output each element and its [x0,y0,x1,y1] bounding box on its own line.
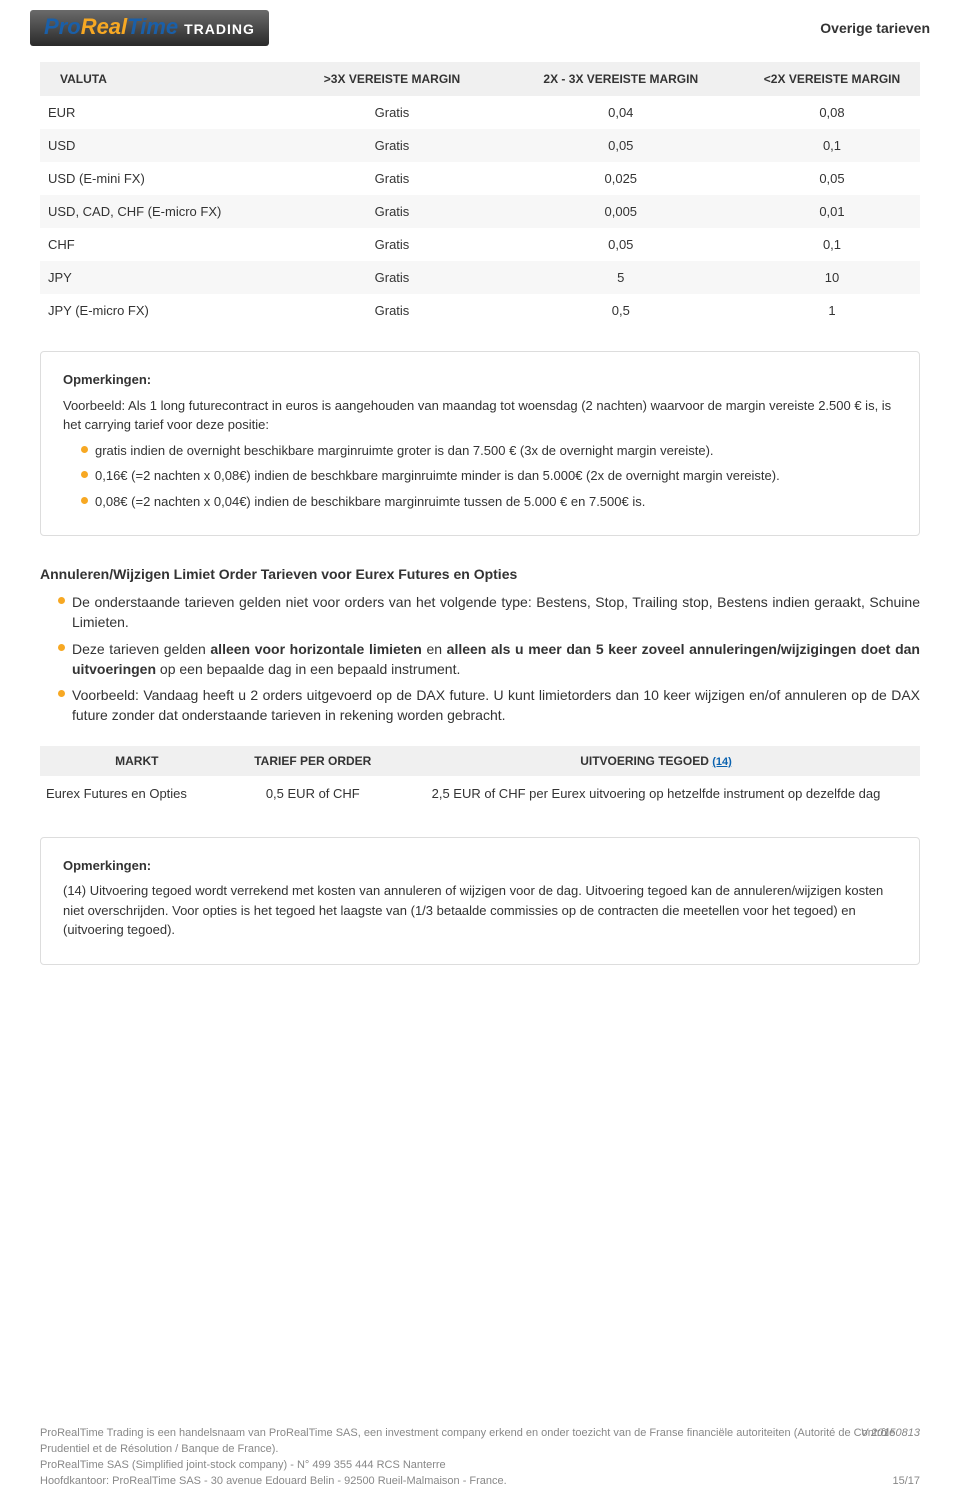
table-row: USD, CAD, CHF (E-micro FX)Gratis0,0050,0… [40,195,920,228]
table-cell: 1 [744,294,920,327]
table-cell: 0,05 [498,228,744,261]
remarks-box-1: Opmerkingen: Voorbeeld: Als 1 long futur… [40,351,920,536]
table-cell: 0,04 [498,96,744,129]
list-item: 0,08€ (=2 nachten x 0,04€) indien de bes… [81,492,897,512]
tarief-col-header: TARIEF PER ORDER [234,746,392,776]
footer-version: V 20150813 [861,1426,920,1442]
remarks-bullets: gratis indien de overnight beschikbare m… [63,441,897,512]
logo-time: Time [127,14,178,39]
footer-line: ProRealTime SAS (Simplified joint-stock … [40,1458,920,1474]
rates-table: VALUTA>3X VEREISTE MARGIN2X - 3X VEREIST… [40,62,920,327]
table-cell: JPY [40,261,286,294]
page-header: ProRealTime TRADING Overige tarieven [0,0,960,52]
table-row: JPYGratis510 [40,261,920,294]
table-cell: 0,005 [498,195,744,228]
list-item: gratis indien de overnight beschikbare m… [81,441,897,461]
table-cell: 2,5 EUR of CHF per Eurex uitvoering op h… [392,776,920,811]
remarks-intro: Voorbeeld: Als 1 long futurecontract in … [63,396,897,435]
page-title: Overige tarieven [820,20,930,36]
footnote-link[interactable]: (14) [712,756,732,768]
table-cell: Gratis [286,162,497,195]
table-cell: 0,05 [744,162,920,195]
table-cell: 0,5 EUR of CHF [234,776,392,811]
eurex-section: Annuleren/Wijzigen Limiet Order Tarieven… [40,566,920,726]
rates-header-row: VALUTA>3X VEREISTE MARGIN2X - 3X VEREIST… [40,62,920,96]
remarks-title: Opmerkingen: [63,370,897,390]
remarks2-title: Opmerkingen: [63,856,897,876]
page-number: 15/17 [892,1474,920,1490]
footer-line: Hoofdkantoor: ProRealTime SAS - 30 avenu… [40,1474,920,1490]
table-cell: JPY (E-micro FX) [40,294,286,327]
logo-pro: Pro [44,14,81,39]
table-cell: 0,01 [744,195,920,228]
table-cell: CHF [40,228,286,261]
logo-real: Real [81,14,127,39]
table-row: CHFGratis0,050,1 [40,228,920,261]
section-bullets: De onderstaande tarieven gelden niet voo… [40,592,920,726]
table-cell: USD, CAD, CHF (E-micro FX) [40,195,286,228]
list-item: Deze tarieven gelden alleen voor horizon… [58,639,920,680]
table-row: USD (E-mini FX)Gratis0,0250,05 [40,162,920,195]
tarief-header-row: MARKTTARIEF PER ORDERUITVOERING TEGOED (… [40,746,920,776]
table-cell: 0,025 [498,162,744,195]
footer: V 20150813 ProRealTime Trading is een ha… [40,1426,920,1490]
section-heading: Annuleren/Wijzigen Limiet Order Tarieven… [40,566,920,582]
remarks-box-2: Opmerkingen: (14) Uitvoering tegoed word… [40,837,920,965]
rates-col-header: VALUTA [40,62,286,96]
logo-trading: TRADING [184,21,255,37]
table-cell: 10 [744,261,920,294]
table-row: Eurex Futures en Opties0,5 EUR of CHF2,5… [40,776,920,811]
table-cell: 0,05 [498,129,744,162]
tarief-col-header: MARKT [40,746,234,776]
rates-col-header: >3X VEREISTE MARGIN [286,62,497,96]
table-cell: Gratis [286,195,497,228]
table-cell: 5 [498,261,744,294]
tarief-col-header: UITVOERING TEGOED (14) [392,746,920,776]
table-cell: USD (E-mini FX) [40,162,286,195]
table-cell: Gratis [286,294,497,327]
table-cell: Gratis [286,129,497,162]
table-cell: Gratis [286,96,497,129]
table-row: USDGratis0,050,1 [40,129,920,162]
list-item: 0,16€ (=2 nachten x 0,08€) indien de bes… [81,466,897,486]
list-item: De onderstaande tarieven gelden niet voo… [58,592,920,633]
table-cell: Gratis [286,228,497,261]
footer-line: ProRealTime Trading is een handelsnaam v… [40,1426,920,1458]
list-item: Voorbeeld: Vandaag heeft u 2 orders uitg… [58,685,920,726]
table-cell: EUR [40,96,286,129]
content: VALUTA>3X VEREISTE MARGIN2X - 3X VEREIST… [0,52,960,965]
logo-text: ProRealTime [44,14,178,40]
table-cell: USD [40,129,286,162]
table-cell: Gratis [286,261,497,294]
logo: ProRealTime TRADING [30,10,269,46]
table-row: JPY (E-micro FX)Gratis0,51 [40,294,920,327]
table-cell: Eurex Futures en Opties [40,776,234,811]
table-cell: 0,5 [498,294,744,327]
table-cell: 0,1 [744,228,920,261]
rates-col-header: 2X - 3X VEREISTE MARGIN [498,62,744,96]
footer-lines: ProRealTime Trading is een handelsnaam v… [40,1426,920,1490]
table-cell: 0,1 [744,129,920,162]
table-row: EURGratis0,040,08 [40,96,920,129]
table-cell: 0,08 [744,96,920,129]
tarief-table: MARKTTARIEF PER ORDERUITVOERING TEGOED (… [40,746,920,811]
rates-col-header: <2X VEREISTE MARGIN [744,62,920,96]
remarks2-body: (14) Uitvoering tegoed wordt verrekend m… [63,881,897,940]
